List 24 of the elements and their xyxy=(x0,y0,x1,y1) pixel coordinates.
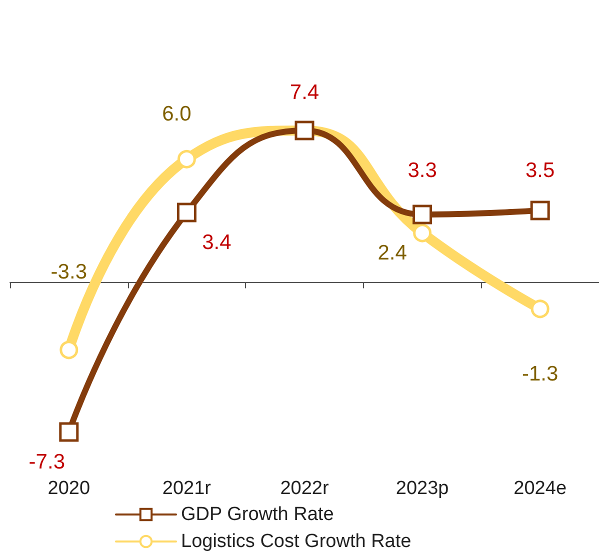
point xyxy=(59,422,79,442)
data-label: 3.3 xyxy=(408,159,437,182)
data-label: -1.3 xyxy=(522,362,558,386)
point xyxy=(413,224,432,242)
data-label: 6.0 xyxy=(162,102,192,126)
data-label: 3.5 xyxy=(526,158,555,182)
point xyxy=(60,340,78,360)
data-label: -7.3 xyxy=(28,450,65,474)
data-label: 3.4 xyxy=(202,230,232,254)
x-tick-label: 2023p xyxy=(396,478,449,499)
data-label: 7.4 xyxy=(290,80,320,104)
x-tick-label: 2021r xyxy=(162,478,212,499)
point xyxy=(530,300,550,318)
x-tick-label: 2022r xyxy=(280,478,330,499)
x-tick-label: 2024e xyxy=(514,478,567,499)
legend-label: Logistics Cost Growth Rate xyxy=(181,531,412,552)
data-label: -3.3 xyxy=(50,260,87,284)
point xyxy=(177,150,196,168)
point xyxy=(530,200,550,220)
point xyxy=(176,202,196,222)
x-tick-label: 2020 xyxy=(48,478,90,499)
data-label: 2.4 xyxy=(378,242,408,265)
legend-label: GDP Growth Rate xyxy=(181,504,334,525)
point xyxy=(412,204,432,224)
